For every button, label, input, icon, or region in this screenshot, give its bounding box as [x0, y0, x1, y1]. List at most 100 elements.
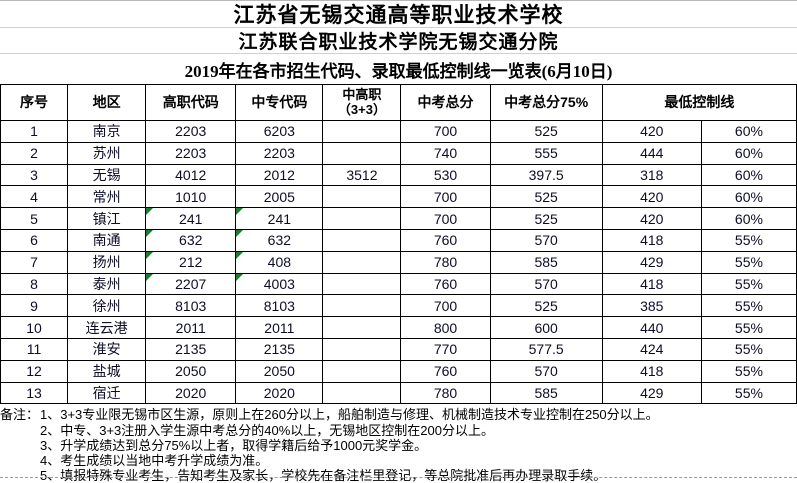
cell-college-code: 1010 [145, 185, 237, 209]
cell-total-score-75: 570 [489, 228, 603, 252]
cell-min-line-score: 418 [601, 272, 702, 296]
cell-vocational-code: 2135 [235, 337, 324, 361]
cell-min-line-pct: 55% [700, 294, 797, 318]
cell-total-score-75: 525 [489, 120, 603, 143]
cell-seq: 11 [0, 337, 69, 361]
cell-min-line-score: 429 [601, 381, 702, 405]
cell-total-score-75: 525 [489, 294, 603, 318]
cell-college-code: 241 [145, 207, 237, 230]
cell-seq: 10 [0, 316, 69, 339]
cell-total-score-75: 570 [489, 272, 603, 296]
branch-name-title: 江苏联合职业技术学院无锡交通分院 [0, 28, 797, 54]
cell-region: 泰州 [67, 272, 147, 296]
table-body: 1 南京 2203 6203 700 525 420 60% 2 苏州 2203 2203 740 555… [0, 120, 797, 405]
cell-min-line-pct: 55% [700, 250, 797, 274]
cell-region: 盐城 [67, 359, 147, 383]
cell-min-line-score: 418 [601, 228, 702, 252]
cell-mid-high [322, 250, 402, 274]
cell-min-line-pct: 55% [700, 316, 797, 339]
header-total-score: 中考总分 [400, 84, 491, 121]
title-block: 江苏省无锡交通高等职业技术学校 江苏联合职业技术学院无锡交通分院 2019年在各… [0, 0, 797, 84]
table-row: 3 无锡 4012 2012 3512 530 397.5 318 60% [0, 163, 797, 187]
cell-seq: 13 [0, 381, 69, 405]
cell-college-code: 2135 [145, 337, 237, 361]
cell-min-line-score: 420 [601, 185, 702, 209]
cell-seq: 3 [0, 163, 69, 187]
cell-total-score: 700 [400, 294, 491, 318]
cell-seq: 8 [0, 272, 69, 296]
cell-region: 南京 [67, 120, 147, 143]
cell-college-code: 632 [145, 228, 237, 252]
table-row: 5 镇江 241 241 700 525 420 60% [0, 207, 797, 230]
cell-min-line-score: 318 [601, 163, 702, 187]
cell-mid-high [322, 120, 402, 143]
cell-vocational-code: 408 [235, 250, 324, 274]
cell-vocational-code: 2011 [235, 316, 324, 339]
table-row: 10 连云港 2011 2011 800 600 440 55% [0, 316, 797, 339]
cell-vocational-code: 6203 [235, 120, 324, 143]
cell-college-code: 2011 [145, 316, 237, 339]
cell-min-line-score: 385 [601, 294, 702, 318]
cell-seq: 4 [0, 185, 69, 209]
cell-mid-high [322, 359, 402, 383]
table-row: 12 盐城 2050 2050 760 570 418 55% [0, 359, 797, 383]
cell-min-line-pct: 55% [700, 272, 797, 296]
note-line: 备注：4、考生成绩以当地中考升学成绩为准。 [0, 453, 797, 468]
cell-seq: 9 [0, 294, 69, 318]
cell-min-line-pct: 55% [700, 228, 797, 252]
cell-region: 镇江 [67, 207, 147, 230]
header-college-code: 高职代码 [145, 84, 237, 121]
note-line: 备注：5、填报特殊专业考生，告知考生及家长，学校先在备注栏里登记，等总院批准后再… [0, 468, 797, 483]
cell-vocational-code: 8103 [235, 294, 324, 318]
cell-total-score: 530 [400, 163, 491, 187]
cell-min-line-pct: 55% [700, 359, 797, 383]
header-min-control-line: 最低控制线 [601, 84, 797, 121]
cell-total-score-75: 577.5 [489, 337, 603, 361]
header-mid-high-sub: （3+3） [337, 101, 386, 117]
cell-mid-high [322, 141, 402, 165]
cell-college-code: 2203 [145, 141, 237, 165]
table-row: 6 南通 632 632 760 570 418 55% [0, 228, 797, 252]
cell-min-line-score: 424 [601, 337, 702, 361]
cell-min-line-pct: 55% [700, 337, 797, 361]
cell-region: 苏州 [67, 141, 147, 165]
note-text: 4、考生成绩以当地中考升学成绩为准。 [40, 452, 269, 468]
cell-total-score: 780 [400, 381, 491, 405]
cell-region: 常州 [67, 185, 147, 209]
cell-college-code: 2020 [145, 381, 237, 405]
admission-code-table: 序号 地区 高职代码 中专代码 中高职 （3+3） 中考总分 中考总分75% 最… [0, 84, 797, 405]
header-mid-high-main: 中高职 [342, 86, 382, 102]
cell-seq: 12 [0, 359, 69, 383]
cell-min-line-score: 429 [601, 250, 702, 274]
table-row: 7 扬州 212 408 780 585 429 55% [0, 250, 797, 274]
cell-vocational-code: 2012 [235, 163, 324, 187]
cell-mid-high [322, 316, 402, 339]
table-row: 1 南京 2203 6203 700 525 420 60% [0, 120, 797, 143]
cell-min-line-pct: 60% [700, 163, 797, 187]
note-text: 2、中专、3+3注册入学生源中考总分的40%以上，无锡地区控制在200分以上。 [40, 422, 494, 438]
note-text: 1、3+3专业限无锡市区生源，原则上在260分以上，船舶制造与修理、机械制造技术… [40, 407, 659, 423]
cell-region: 南通 [67, 228, 147, 252]
cell-total-score-75: 555 [489, 141, 603, 165]
cell-total-score: 800 [400, 316, 491, 339]
cell-total-score-75: 600 [489, 316, 603, 339]
cell-region: 无锡 [67, 163, 147, 187]
cell-min-line-pct: 60% [700, 141, 797, 165]
cell-total-score: 760 [400, 272, 491, 296]
cell-vocational-code: 2050 [235, 359, 324, 383]
header-region: 地区 [67, 84, 147, 121]
cell-seq: 2 [0, 141, 69, 165]
table-row: 13 宿迁 2020 2020 780 585 429 55% [0, 381, 797, 405]
cell-total-score-75: 397.5 [489, 163, 603, 187]
header-total-score-75: 中考总分75% [489, 84, 603, 121]
table-row: 2 苏州 2203 2203 740 555 444 60% [0, 141, 797, 165]
cell-mid-high [322, 294, 402, 318]
cell-college-code: 2207 [145, 272, 237, 296]
cell-min-line-score: 440 [601, 316, 702, 339]
cell-vocational-code: 2005 [235, 185, 324, 209]
cell-college-code: 2203 [145, 120, 237, 143]
cell-min-line-score: 444 [601, 141, 702, 165]
cell-vocational-code: 2203 [235, 141, 324, 165]
cell-college-code: 8103 [145, 294, 237, 318]
cell-vocational-code: 4003 [235, 272, 324, 296]
